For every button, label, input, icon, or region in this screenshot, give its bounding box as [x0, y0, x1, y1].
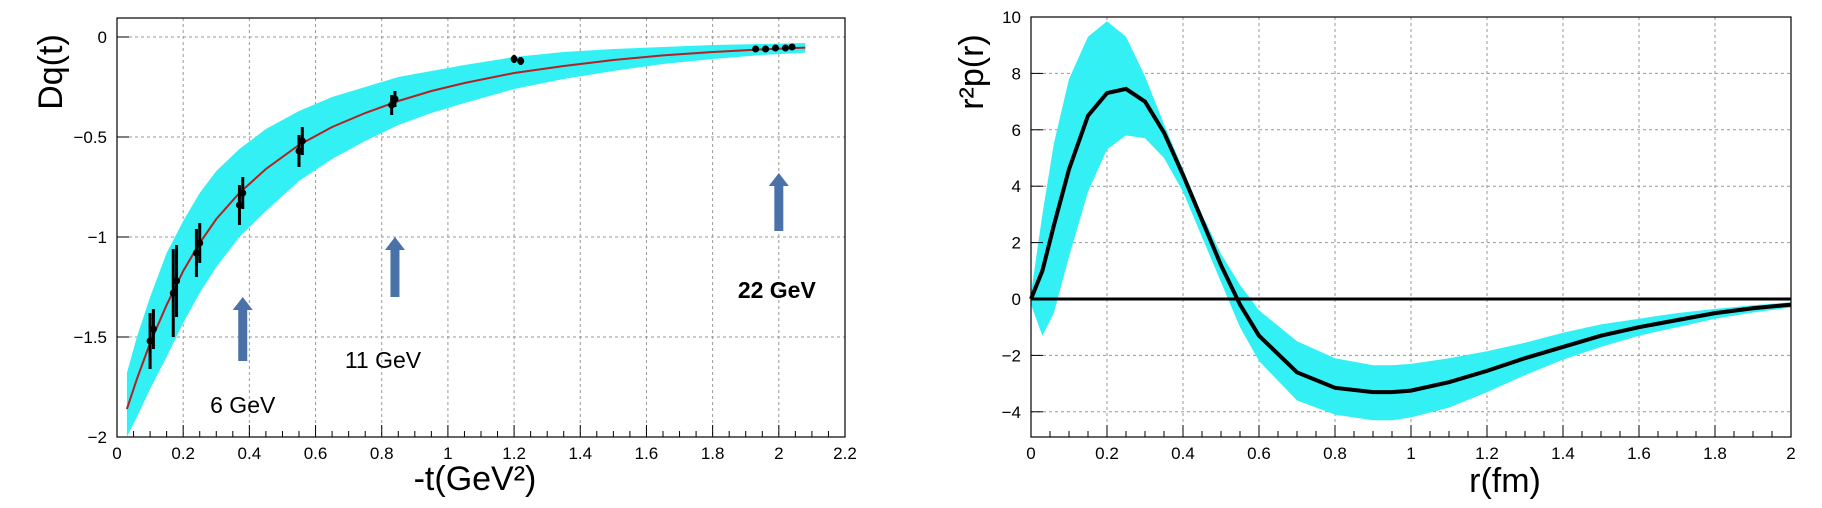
x-tick-label: 1: [1406, 444, 1415, 463]
y-tick-label: 2: [1012, 234, 1021, 253]
x-tick-label: 1.6: [1627, 444, 1651, 463]
x-tick-label: 1.8: [701, 444, 725, 463]
x-tick-label: 0.6: [304, 444, 328, 463]
data-point: [788, 43, 796, 51]
energy-arrow-shaft: [390, 249, 400, 297]
x-tick-label: 1.4: [568, 444, 592, 463]
data-point: [295, 147, 303, 155]
dq-data-points: [146, 43, 796, 369]
x-tick-label: 0: [1026, 444, 1035, 463]
data-point: [391, 95, 399, 103]
r2p-axis-ticks: 0 0.2 0.4 0.6 0.8 1 1.2 1.4 1.6 1.8 2 10 8 6 4 2 0 −2 −4: [1002, 8, 1796, 463]
y-tick-label: −1.5: [73, 328, 107, 347]
r2p-chart: 0 0.2 0.4 0.6 0.8 1 1.2 1.4 1.6 1.8 2 10 8 6 4 2 0 −2 −4 r…: [953, 8, 1796, 500]
dq-y-axis-title: Dq(t): [32, 34, 70, 110]
data-point: [781, 44, 789, 52]
data-point: [149, 325, 157, 333]
r2p-y-axis-title: r²p(r): [953, 34, 991, 110]
y-tick-label: 8: [1012, 64, 1021, 83]
data-point: [517, 57, 525, 65]
x-tick-label: 2: [1786, 444, 1795, 463]
data-point: [192, 249, 200, 257]
data-point: [510, 55, 518, 63]
up-arrow-icon: [768, 173, 789, 186]
x-tick-label: 0.2: [171, 444, 195, 463]
dq-uncertainty-band: [126, 43, 806, 437]
data-point: [298, 137, 306, 145]
data-point: [146, 337, 154, 345]
data-point: [239, 189, 247, 197]
x-tick-label: 1.2: [502, 444, 526, 463]
y-tick-label: −2: [88, 428, 107, 447]
x-tick-label: 1.6: [635, 444, 659, 463]
up-arrow-icon: [384, 237, 405, 250]
data-point: [772, 44, 780, 52]
y-tick-label: −2: [1002, 346, 1021, 365]
energy-label: 11 GeV: [345, 347, 422, 373]
y-tick-label: 4: [1012, 177, 1021, 196]
data-point: [388, 101, 396, 109]
y-tick-label: 10: [1002, 8, 1021, 27]
data-point: [752, 45, 760, 53]
energy-arrow-shaft: [774, 185, 784, 231]
x-tick-label: 0.8: [1323, 444, 1347, 463]
data-point: [169, 289, 177, 297]
x-tick-label: 1: [443, 444, 452, 463]
x-tick-label: 0: [112, 444, 121, 463]
y-tick-label: −4: [1002, 403, 1021, 422]
x-tick-label: 0.8: [370, 444, 394, 463]
dq-fit-curve: [125, 46, 806, 410]
dq-chart: 0 0.2 0.4 0.6 0.8 1 1.2 1.4 1.6 1.8 2 2.2 0 −0.5 −1 −1.…: [32, 17, 857, 498]
dq-x-axis-title: -t(GeV²): [414, 460, 537, 498]
data-point: [762, 45, 770, 53]
y-tick-label: −0.5: [73, 128, 107, 147]
x-tick-label: 0.4: [1171, 444, 1195, 463]
data-point: [196, 239, 204, 247]
r2p-uncertainty-band: [1031, 21, 1791, 421]
y-tick-label: 0: [1012, 290, 1021, 309]
energy-arrow-shaft: [238, 309, 248, 361]
x-tick-label: 0.4: [238, 444, 262, 463]
r2p-x-axis-title: r(fm): [1469, 462, 1541, 500]
dq-axis-ticks: 0 0.2 0.4 0.6 0.8 1 1.2 1.4 1.6 1.8 2 2.2 0 −0.5 −1 −1.…: [73, 28, 856, 463]
energy-label: 22 GeV: [738, 277, 817, 303]
up-arrow-icon: [232, 297, 253, 310]
data-point: [235, 201, 243, 209]
dq-annotations: 6 GeV 11 GeV 22 GeV: [210, 173, 816, 418]
y-tick-label: −1: [88, 228, 107, 247]
x-tick-label: 1.4: [1551, 444, 1575, 463]
r2p-curve: [1029, 86, 1792, 395]
x-tick-label: 1.2: [1475, 444, 1499, 463]
x-tick-label: 2: [774, 444, 783, 463]
x-tick-label: 1.8: [1703, 444, 1727, 463]
x-tick-label: 0.6: [1247, 444, 1271, 463]
energy-label: 6 GeV: [210, 392, 276, 418]
data-point: [173, 277, 181, 285]
y-tick-label: 6: [1012, 121, 1021, 140]
x-tick-label: 2.2: [833, 444, 857, 463]
x-tick-label: 0.2: [1095, 444, 1119, 463]
y-tick-label: 0: [98, 28, 107, 47]
